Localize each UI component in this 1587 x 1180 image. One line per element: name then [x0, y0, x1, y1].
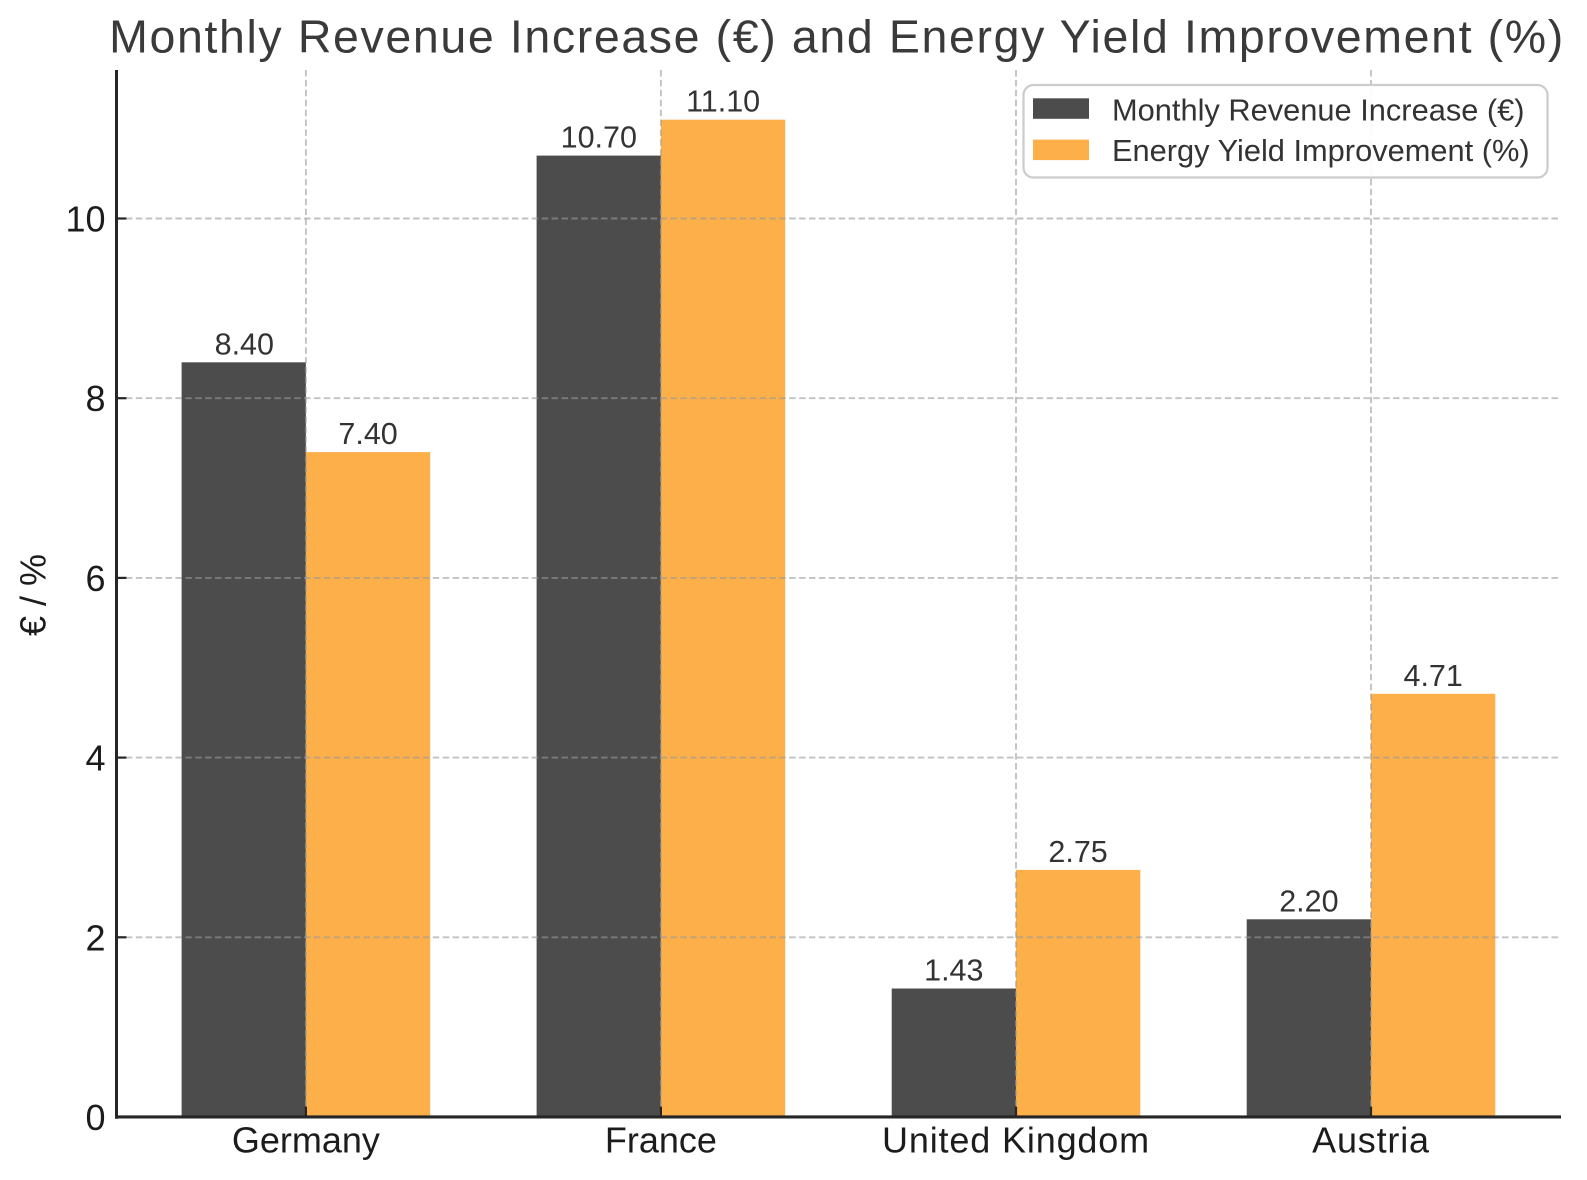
svg-text:6: 6 — [85, 558, 105, 599]
svg-text:10.70: 10.70 — [561, 121, 637, 155]
svg-text:Germany: Germany — [232, 1119, 380, 1160]
svg-text:United Kingdom: United Kingdom — [882, 1119, 1150, 1160]
svg-text:4: 4 — [85, 738, 105, 779]
svg-text:Monthly Revenue Increase (€): Monthly Revenue Increase (€) — [1112, 92, 1525, 127]
svg-text:7.40: 7.40 — [338, 417, 397, 451]
svg-text:8: 8 — [85, 378, 105, 419]
svg-text:4.71: 4.71 — [1404, 659, 1463, 693]
svg-text:France: France — [605, 1119, 717, 1160]
svg-text:Austria: Austria — [1312, 1119, 1430, 1160]
svg-text:10: 10 — [65, 199, 105, 240]
svg-text:8.40: 8.40 — [215, 327, 274, 361]
svg-text:Energy Yield Improvement (%): Energy Yield Improvement (%) — [1112, 133, 1530, 168]
svg-text:1.43: 1.43 — [924, 954, 983, 988]
svg-text:€ / %: € / % — [13, 554, 54, 636]
svg-text:Monthly Revenue Increase (€) a: Monthly Revenue Increase (€) and Energy … — [109, 10, 1565, 62]
svg-text:11.10: 11.10 — [686, 85, 760, 119]
svg-text:2.75: 2.75 — [1048, 835, 1107, 869]
svg-text:0: 0 — [85, 1097, 105, 1138]
svg-text:2.20: 2.20 — [1279, 884, 1338, 918]
svg-text:2: 2 — [85, 917, 105, 958]
